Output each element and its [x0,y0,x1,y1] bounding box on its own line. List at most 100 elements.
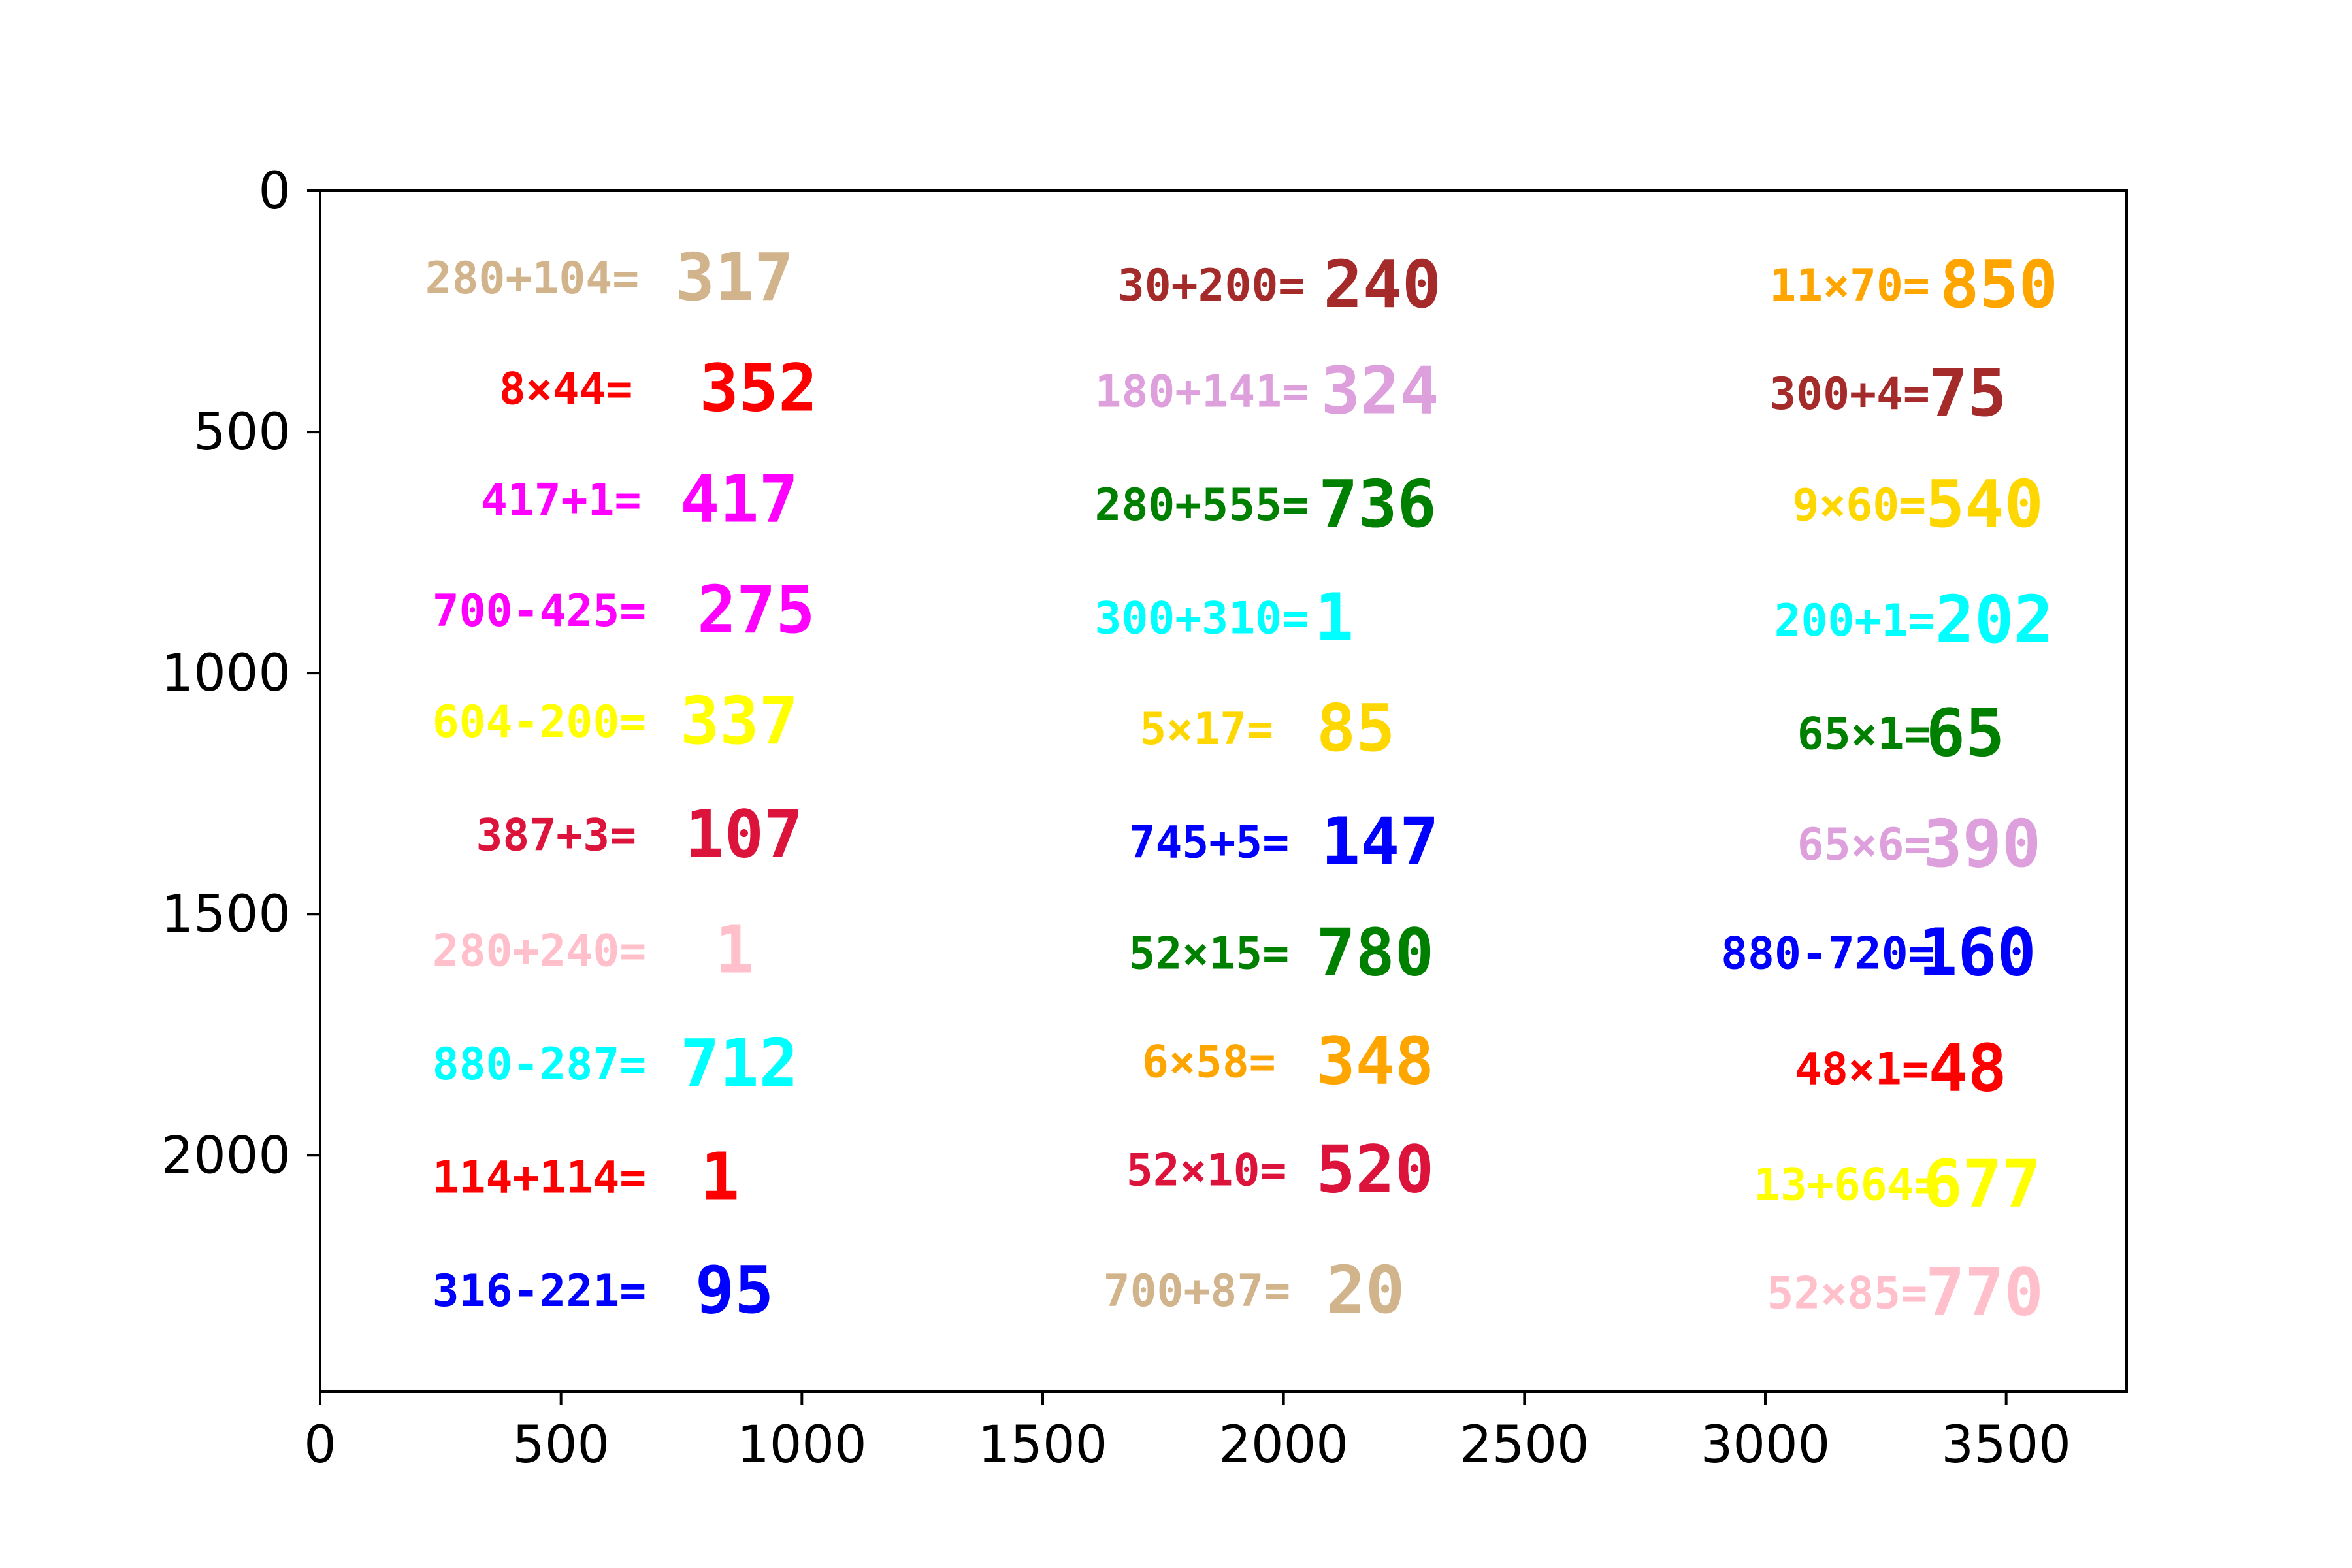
x-tick-label: 1000 [737,1416,867,1475]
equation-answer: 107 [685,796,804,872]
equation-text: 880-720= [1721,928,1935,979]
equation-text: 280+555= [1095,480,1309,531]
equation-answer: 147 [1321,804,1439,880]
equation-item: 9×60= 540 [1792,466,2043,542]
equation-text: 280+104= [425,253,640,304]
equation-item: 52×15= 780 [1129,914,1435,990]
equation-text: 52×85= [1767,1268,1928,1320]
equation-text: 387+3= [476,809,636,861]
equation-text: 700-425= [433,585,647,637]
x-tick-label: 2000 [1218,1416,1348,1475]
equation-text: 300+4= [1769,368,1930,420]
equation-answer: 770 [1925,1254,2044,1331]
equation-item: 316-221= 95 [433,1252,774,1328]
equation-item: 6×58= 348 [1142,1022,1434,1099]
equation-answer: 202 [1935,581,2053,658]
equation-answer: 275 [697,572,815,648]
equation-text: 316-221= [433,1266,647,1317]
equation-answer: 95 [695,1252,774,1328]
equation-answer: 1 [700,1139,740,1215]
equation-answer: 520 [1316,1131,1434,1207]
equation-answer: 417 [680,461,798,537]
equation-answer: 1 [1315,579,1354,655]
equation-item: 280+104= 317 [425,239,794,316]
equation-item: 300+4=75 [1769,355,2007,431]
equation-text: 280+240= [433,926,647,977]
equation-item: 745+5= 147 [1129,804,1439,880]
equation-item: 200+1= 202 [1774,581,2053,658]
equation-answer: 1 [715,912,754,988]
y-axis: 0 500 1000 1500 2000 [161,162,320,1185]
equation-item: 48×1= 48 [1795,1030,2007,1106]
y-tick-label: 0 [258,162,291,221]
equation-text: 114+114= [433,1152,647,1204]
equation-text: 180+141= [1095,366,1309,417]
equation-text: 65×6= [1797,819,1931,871]
equation-answer: 540 [1925,466,2044,542]
x-tick-label: 500 [512,1416,610,1475]
x-tick-label: 3000 [1701,1416,1831,1475]
equation-item: 417+1= 417 [481,461,798,537]
equation-item: 387+3= 107 [476,796,803,872]
equation-text: 417+1= [481,474,642,526]
equation-text: 700+87= [1103,1266,1291,1317]
equation-answer: 337 [680,683,798,759]
equation-text: 300+310= [1095,593,1309,644]
equation-item: 5×17= 85 [1139,690,1395,766]
equation-item: 30+200= 240 [1118,246,1441,323]
equation-item: 700-425= 275 [433,572,815,648]
equation-item: 52×10= 520 [1126,1131,1434,1207]
equation-item: 65×1=65 [1797,694,2004,771]
equation-text: 745+5= [1129,817,1290,869]
x-tick-label: 3500 [1941,1416,2071,1475]
equation-answer: 348 [1316,1022,1434,1099]
y-tick-label: 2000 [161,1126,291,1185]
equation-answer: 75 [1928,355,2006,431]
equation-item: 700+87= 20 [1103,1252,1405,1328]
equation-item: 180+141= 324 [1095,352,1439,429]
equation-text: 200+1= [1774,595,1935,647]
equation-text: 880-287= [433,1039,647,1090]
y-tick-label: 1000 [161,644,291,703]
equation-answer: 677 [1923,1146,2041,1222]
equation-answer: 736 [1318,466,1437,542]
equation-text: 52×10= [1126,1145,1287,1196]
equation-answer: 390 [1923,806,2041,882]
equation-item: 8×44= 352 [499,350,818,427]
equation-answer: 48 [1928,1030,2006,1106]
y-tick-label: 500 [193,403,291,462]
equation-item: 604-200= 337 [433,683,798,759]
equation-item: 880-720=160 [1721,914,2036,990]
equation-text: 13+664= [1754,1160,1941,1211]
equation-answer: 850 [1940,246,2058,323]
equation-answer: 352 [700,350,818,427]
equation-item: 52×85=770 [1767,1254,2044,1331]
equation-text: 5×17= [1139,704,1273,755]
equation-answer: 85 [1316,690,1395,766]
equation-answer: 65 [1926,694,2004,771]
equation-text: 8×44= [499,364,633,416]
equation-marks: 280+104= 317 8×44= 352 417+1= 417 700-425= 275 6… [425,239,2058,1331]
x-tick-label: 0 [304,1416,336,1475]
equation-answer: 317 [676,239,794,316]
equation-answer: 780 [1316,914,1434,990]
x-tick-label: 1500 [978,1416,1108,1475]
equation-text: 11×70= [1769,260,1930,312]
equation-answer: 324 [1321,352,1439,429]
equation-text: 52×15= [1129,928,1290,979]
equation-answer: 160 [1918,914,2036,990]
equation-item: 280+240= 1 [433,912,754,988]
equation-answer: 712 [680,1025,798,1102]
equation-item: 11×70= 850 [1769,246,2058,323]
equation-item: 65×6=390 [1797,806,2041,882]
axes-frame [319,189,2128,1393]
equation-item: 280+555= 736 [1095,466,1437,542]
equation-text: 6×58= [1142,1036,1276,1088]
equation-item: 880-287= 712 [433,1025,798,1102]
equation-answer: 20 [1326,1252,1405,1328]
equation-text: 30+200= [1118,260,1305,312]
equation-text: 604-200= [433,696,647,748]
x-axis: 0 500 1000 1500 2000 2500 3000 3500 [304,1392,2071,1475]
